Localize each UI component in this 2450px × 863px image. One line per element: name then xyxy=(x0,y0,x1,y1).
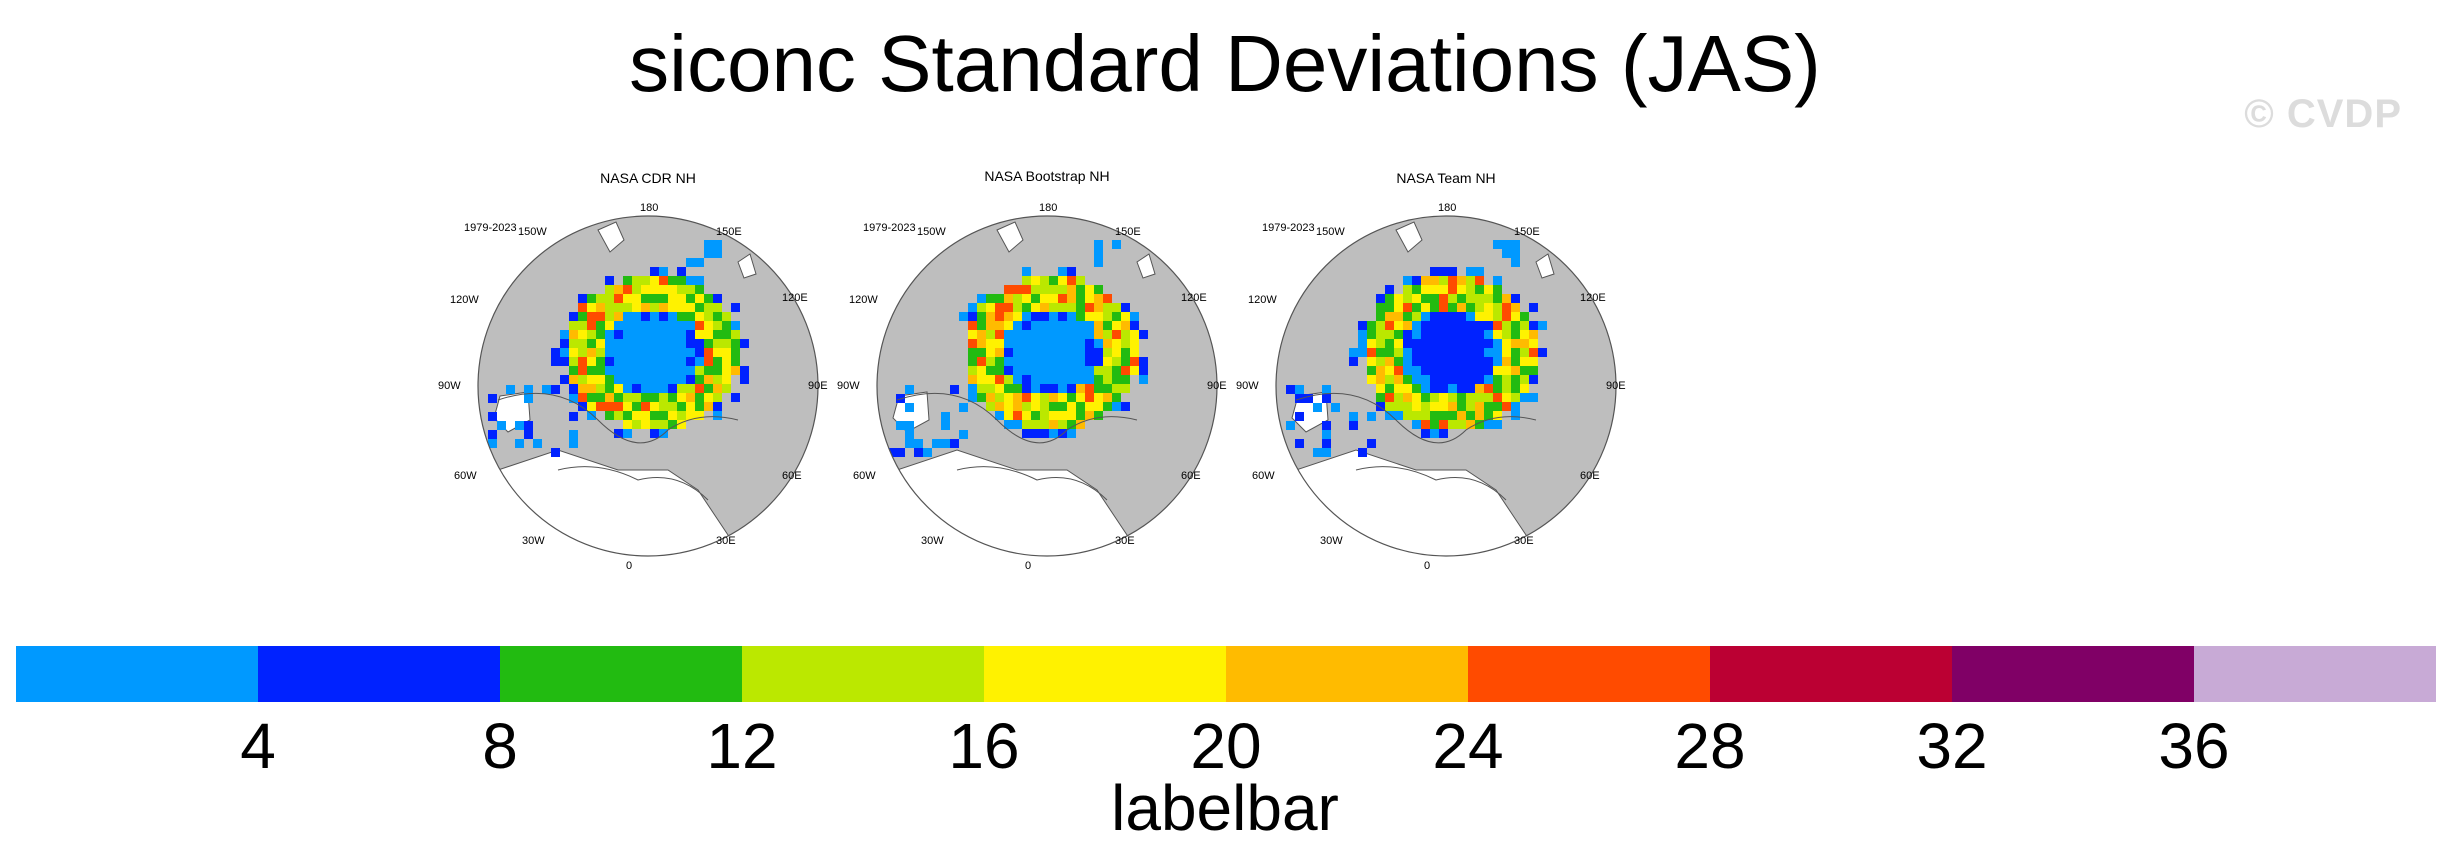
lon-label-120w: 120W xyxy=(450,294,479,306)
labelbar-swatch xyxy=(742,646,984,702)
labelbar-title: labelbar xyxy=(1111,772,1339,844)
labelbar xyxy=(16,646,2436,702)
lon-label-120e: 120E xyxy=(1580,292,1606,304)
labelbar-tick-label: 16 xyxy=(948,710,1020,782)
lon-label-0: 0 xyxy=(1025,560,1032,572)
labelbar-swatch xyxy=(1468,646,1710,702)
lon-label-0: 0 xyxy=(1424,560,1431,572)
panel-period: 1979-2023 xyxy=(464,222,517,234)
lon-label-90w: 90W xyxy=(438,380,461,392)
figure-title: siconc Standard Deviations (JAS) xyxy=(629,19,1821,108)
labelbar-tick-label: 4 xyxy=(240,710,276,782)
labelbar-tick-label: 28 xyxy=(1674,710,1746,782)
lon-label-180: 180 xyxy=(640,202,659,214)
labelbar-tick-label: 8 xyxy=(482,710,518,782)
lon-label-150e: 150E xyxy=(716,226,742,238)
panel-title: NASA CDR NH xyxy=(600,170,696,186)
lon-label-180: 180 xyxy=(1039,202,1058,214)
lon-label-30w: 30W xyxy=(522,535,545,547)
lon-label-90w: 90W xyxy=(837,380,860,392)
panel-title: NASA Team NH xyxy=(1396,170,1496,186)
polar-map xyxy=(477,215,819,557)
labelbar-tick-label: 12 xyxy=(706,710,778,782)
lon-label-60e: 60E xyxy=(782,470,802,482)
lon-label-150e: 150E xyxy=(1514,226,1540,238)
panel-period: 1979-2023 xyxy=(863,222,916,234)
labelbar-swatch xyxy=(258,646,500,702)
labelbar-swatch xyxy=(2194,646,2436,702)
labelbar-swatch xyxy=(16,646,258,702)
lon-label-120w: 120W xyxy=(1248,294,1277,306)
lon-label-60e: 60E xyxy=(1580,470,1600,482)
panel-period: 1979-2023 xyxy=(1262,222,1315,234)
lon-label-120e: 120E xyxy=(782,292,808,304)
labelbar-tick-label: 36 xyxy=(2158,710,2230,782)
polar-map xyxy=(876,215,1218,557)
labelbar-swatch xyxy=(984,646,1226,702)
lon-label-150w: 150W xyxy=(917,226,946,238)
lon-label-60w: 60W xyxy=(454,470,477,482)
labelbar-swatch xyxy=(1710,646,1952,702)
lon-label-150w: 150W xyxy=(1316,226,1345,238)
lon-label-30w: 30W xyxy=(921,535,944,547)
lon-label-150w: 150W xyxy=(518,226,547,238)
panel-title: NASA Bootstrap NH xyxy=(984,168,1110,184)
lon-label-30e: 30E xyxy=(716,535,736,547)
lon-label-30e: 30E xyxy=(1514,535,1534,547)
watermark: © CVDP xyxy=(2244,92,2402,136)
lon-label-90e: 90E xyxy=(808,380,828,392)
lon-label-30e: 30E xyxy=(1115,535,1135,547)
lon-label-30w: 30W xyxy=(1320,535,1343,547)
labelbar-swatch xyxy=(500,646,742,702)
lon-label-150e: 150E xyxy=(1115,226,1141,238)
map-panel-bootstrap: NASA Bootstrap NH 1979-2023 180 150W 150… xyxy=(837,168,1257,580)
labelbar-tick-label: 20 xyxy=(1190,710,1262,782)
lon-label-180: 180 xyxy=(1438,202,1457,214)
lon-label-90e: 90E xyxy=(1606,380,1626,392)
lon-label-90e: 90E xyxy=(1207,380,1227,392)
map-panel-team: NASA Team NH 1979-2023 180 150W 150E 120… xyxy=(1236,170,1656,580)
lon-label-60e: 60E xyxy=(1181,470,1201,482)
lon-label-0: 0 xyxy=(626,560,633,572)
polar-map xyxy=(1275,215,1617,557)
labelbar-swatch xyxy=(1226,646,1468,702)
lon-label-60w: 60W xyxy=(1252,470,1275,482)
labelbar-tick-label: 24 xyxy=(1432,710,1504,782)
labelbar-swatch xyxy=(1952,646,2194,702)
map-panel-cdr: NASA CDR NH 1979-2023 180 150W 150E 120W… xyxy=(438,170,858,580)
labelbar-tick-label: 32 xyxy=(1916,710,1988,782)
lon-label-120e: 120E xyxy=(1181,292,1207,304)
lon-label-120w: 120W xyxy=(849,294,878,306)
lon-label-90w: 90W xyxy=(1236,380,1259,392)
lon-label-60w: 60W xyxy=(853,470,876,482)
